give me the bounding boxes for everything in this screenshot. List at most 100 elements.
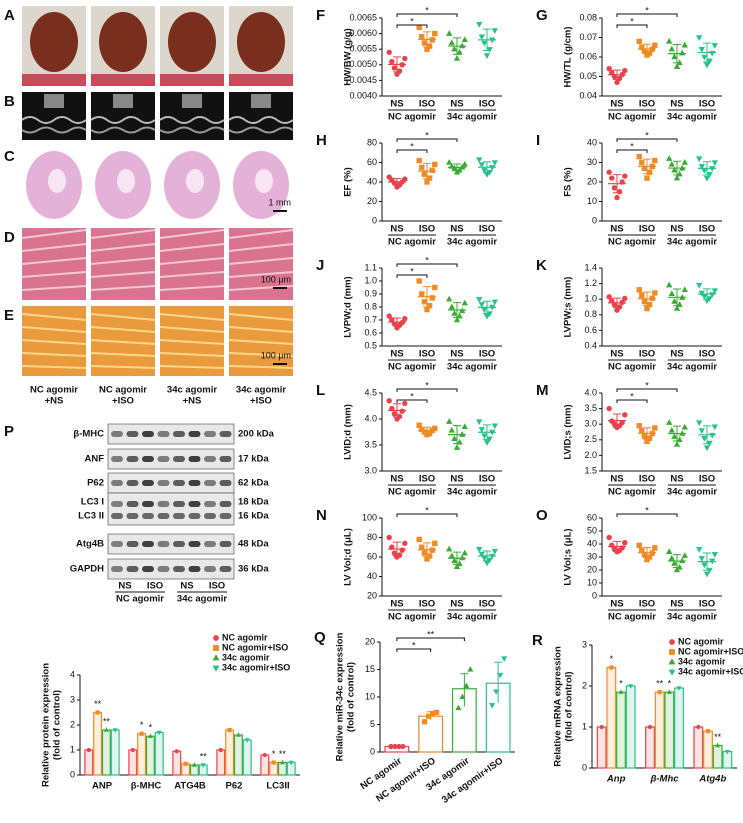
y-axis-label: LVPW;s (mm): [563, 277, 574, 338]
x-tick-label: ISO: [639, 349, 655, 360]
data-point: [676, 686, 682, 691]
data-point: [696, 546, 703, 553]
data-point: [400, 743, 406, 750]
data-point: [461, 160, 468, 167]
y-axis-label: Relative protein expression: [41, 663, 52, 787]
blot-strip: [107, 423, 235, 445]
fiber: [21, 257, 87, 265]
y-tick-label: 1.1: [364, 262, 377, 272]
significance-bracket: [396, 648, 432, 652]
data-point: [609, 542, 615, 548]
data-point: [676, 563, 683, 570]
data-point: [622, 412, 628, 418]
data-point: [606, 294, 612, 300]
significance-label: *: [630, 391, 634, 401]
data-point: [696, 282, 703, 289]
blot-size: 36 kDa: [238, 564, 269, 575]
data-point: [641, 298, 648, 305]
data-point: [616, 189, 623, 195]
panel-letter: C: [4, 148, 15, 165]
data-point: [666, 155, 673, 161]
panel-letter: R: [532, 632, 543, 649]
data-point: [628, 684, 634, 689]
data-point: [614, 79, 620, 86]
legend-label: NC agomir+ISO: [222, 642, 288, 652]
data-point: [622, 67, 628, 74]
data-point: [426, 553, 433, 559]
data-point: [432, 284, 438, 291]
column-label: +ISO: [112, 396, 134, 407]
bar: [693, 726, 704, 769]
blot-band: [188, 566, 201, 572]
data-point: [703, 571, 711, 578]
data-point: [706, 440, 713, 447]
data-point: [671, 298, 678, 304]
data-point: [453, 55, 461, 61]
bar: [101, 729, 111, 776]
significance-label: **: [103, 716, 111, 726]
fiber: [228, 285, 294, 291]
data-point: [389, 544, 395, 550]
significance-bracket: [396, 263, 458, 267]
significance-label: *: [630, 16, 634, 26]
fiber: [21, 339, 87, 345]
data-point: [461, 423, 468, 430]
significance-label: *: [425, 380, 429, 390]
data-point: [696, 35, 703, 42]
significance-label: *: [410, 141, 414, 151]
data-point: [671, 433, 678, 439]
y-tick-label: 4.5: [364, 387, 377, 397]
y-axis-label: HW/TL (g/cm): [563, 26, 574, 87]
data-point: [279, 759, 285, 765]
panel-letter: P: [4, 423, 14, 440]
data-point: [649, 550, 655, 556]
group-label: NC agomir: [388, 612, 436, 623]
data-point: [709, 50, 716, 57]
y-tick-label: 20: [365, 636, 375, 646]
data-point: [652, 290, 658, 296]
data-point: [493, 689, 500, 695]
bar: [93, 711, 103, 776]
data-point: [212, 665, 220, 672]
blot-band: [173, 513, 185, 519]
data-point: [432, 161, 438, 168]
data-point: [666, 548, 673, 555]
data-point: [288, 760, 294, 766]
data-point: [416, 278, 422, 284]
y-tick-label: 2.0: [584, 450, 597, 460]
bar: [110, 729, 120, 776]
data-point: [649, 430, 655, 437]
data-point: [491, 160, 498, 167]
fiber: [228, 257, 294, 265]
data-point: [476, 22, 483, 28]
data-point: [705, 728, 711, 734]
data-point: [453, 563, 461, 569]
data-point: [611, 546, 618, 552]
bar: [277, 761, 287, 776]
data-point: [636, 287, 642, 293]
data-point: [652, 425, 658, 431]
blot-strip: [107, 448, 235, 470]
bar: [674, 687, 684, 769]
data-point: [715, 742, 721, 748]
group-label: 34c agomir: [667, 112, 717, 123]
data-point: [489, 165, 496, 171]
data-point: [459, 693, 466, 700]
blot-band: [111, 513, 123, 519]
bar: [625, 685, 636, 769]
lane-label: ISO: [147, 581, 163, 592]
x-tick-label: NS: [450, 474, 463, 485]
y-tick-label: 3: [582, 639, 587, 649]
data-point: [448, 39, 455, 46]
column-label: +NS: [45, 396, 64, 407]
data-point: [453, 316, 461, 323]
heart-photo: [30, 12, 78, 72]
data-point: [703, 445, 711, 452]
y-tick-label: 10: [587, 196, 597, 206]
data-point: [698, 46, 705, 53]
bar: [145, 735, 155, 776]
data-point: [698, 290, 705, 297]
data-point: [649, 163, 655, 170]
y-axis-label: (fold of control): [346, 662, 357, 732]
